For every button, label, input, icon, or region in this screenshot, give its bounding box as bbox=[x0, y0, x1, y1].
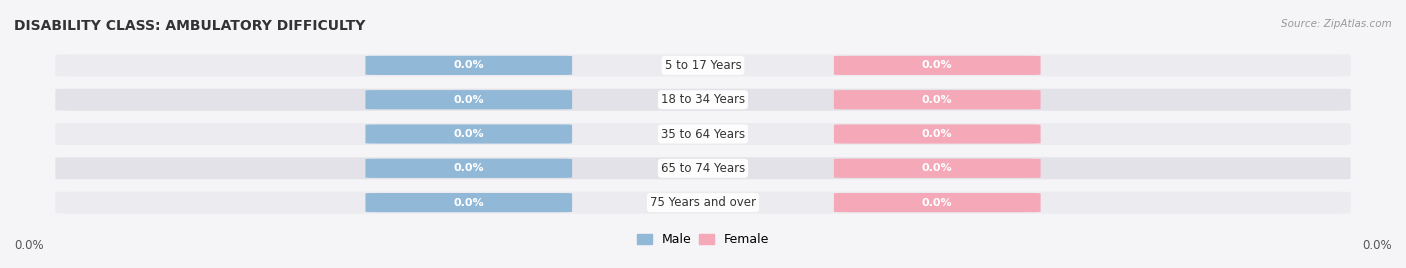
FancyBboxPatch shape bbox=[834, 159, 1040, 178]
Text: 75 Years and over: 75 Years and over bbox=[650, 196, 756, 209]
FancyBboxPatch shape bbox=[834, 193, 1040, 212]
FancyBboxPatch shape bbox=[55, 123, 1351, 145]
Text: 0.0%: 0.0% bbox=[922, 95, 952, 105]
FancyBboxPatch shape bbox=[366, 90, 572, 109]
FancyBboxPatch shape bbox=[55, 54, 1351, 76]
Text: 0.0%: 0.0% bbox=[922, 60, 952, 70]
Text: 0.0%: 0.0% bbox=[454, 198, 484, 208]
Text: 0.0%: 0.0% bbox=[454, 60, 484, 70]
Text: 0.0%: 0.0% bbox=[922, 129, 952, 139]
FancyBboxPatch shape bbox=[55, 157, 1351, 179]
Text: 65 to 74 Years: 65 to 74 Years bbox=[661, 162, 745, 175]
FancyBboxPatch shape bbox=[834, 124, 1040, 144]
Text: 18 to 34 Years: 18 to 34 Years bbox=[661, 93, 745, 106]
Text: 0.0%: 0.0% bbox=[14, 239, 44, 252]
Legend: Male, Female: Male, Female bbox=[631, 228, 775, 251]
Text: 0.0%: 0.0% bbox=[922, 198, 952, 208]
FancyBboxPatch shape bbox=[55, 89, 1351, 111]
FancyBboxPatch shape bbox=[366, 56, 572, 75]
Text: 0.0%: 0.0% bbox=[1362, 239, 1392, 252]
FancyBboxPatch shape bbox=[366, 159, 572, 178]
Text: Source: ZipAtlas.com: Source: ZipAtlas.com bbox=[1281, 19, 1392, 29]
FancyBboxPatch shape bbox=[834, 90, 1040, 109]
Text: 0.0%: 0.0% bbox=[454, 95, 484, 105]
FancyBboxPatch shape bbox=[366, 193, 572, 212]
Text: 0.0%: 0.0% bbox=[454, 163, 484, 173]
FancyBboxPatch shape bbox=[834, 56, 1040, 75]
Text: 5 to 17 Years: 5 to 17 Years bbox=[665, 59, 741, 72]
FancyBboxPatch shape bbox=[366, 124, 572, 144]
FancyBboxPatch shape bbox=[55, 192, 1351, 214]
Text: 0.0%: 0.0% bbox=[454, 129, 484, 139]
Text: DISABILITY CLASS: AMBULATORY DIFFICULTY: DISABILITY CLASS: AMBULATORY DIFFICULTY bbox=[14, 19, 366, 33]
Text: 0.0%: 0.0% bbox=[922, 163, 952, 173]
Text: 35 to 64 Years: 35 to 64 Years bbox=[661, 128, 745, 140]
